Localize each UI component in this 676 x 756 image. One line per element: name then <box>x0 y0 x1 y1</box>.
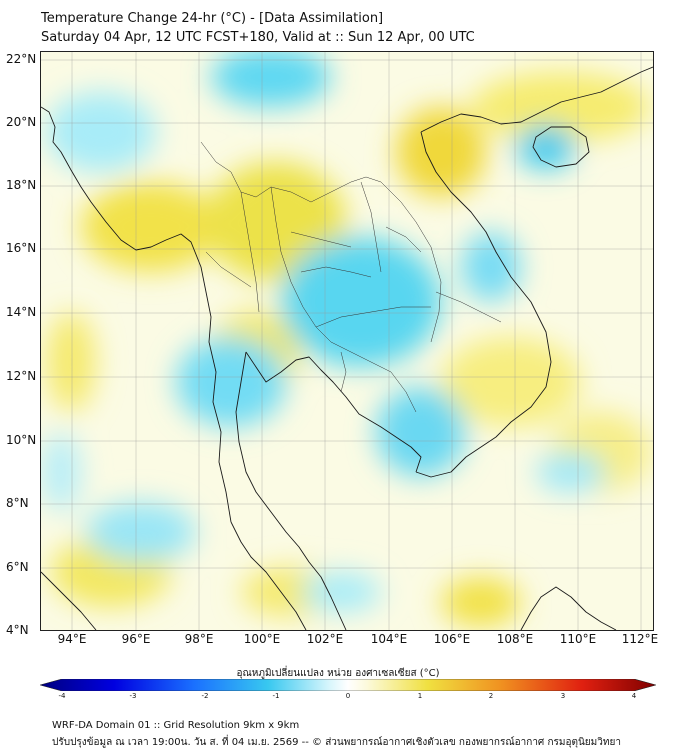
admin-borders <box>200 141 502 413</box>
colorbar-tick: -3 <box>129 692 137 700</box>
colorbar-tick: 1 <box>417 692 423 700</box>
lon-label: 100°E <box>243 632 281 646</box>
footer-credit: ปรับปรุงข้อมูล ณ เวลา 19:00น. วัน ส. ที่… <box>52 737 621 748</box>
lat-label: 14°N <box>6 305 37 319</box>
colorbar-tick: 2 <box>488 692 494 700</box>
footer-model-info: WRF-DA Domain 01 :: Grid Resolution 9km … <box>52 720 300 731</box>
graticule <box>41 52 653 630</box>
lat-label: 12°N <box>6 369 37 383</box>
lon-label: 96°E <box>121 632 151 646</box>
lat-label: 20°N <box>6 115 37 129</box>
map-canvas <box>41 52 653 630</box>
lat-label: 4°N <box>6 623 29 637</box>
colorbar-tick: -1 <box>272 692 280 700</box>
lat-label: 22°N <box>6 52 37 66</box>
colorbar <box>40 679 656 691</box>
temperature-change-map[interactable] <box>40 51 654 631</box>
colorbar-title: อุณหภูมิเปลี่ยนแปลง หน่วย องศาเซลเซียส (… <box>236 668 440 679</box>
colorbar-tick: 3 <box>560 692 566 700</box>
lat-label: 18°N <box>6 178 37 192</box>
map-subtitle: Saturday 04 Apr, 12 UTC FCST+180, Valid … <box>41 30 475 45</box>
lon-label: 110°E <box>559 632 597 646</box>
lat-label: 10°N <box>6 433 37 447</box>
lon-label: 106°E <box>433 632 471 646</box>
map-title: Temperature Change 24-hr (°C) - [Data As… <box>41 11 384 26</box>
colorbar-tick: -4 <box>58 692 66 700</box>
colorbar-tick: -2 <box>201 692 209 700</box>
lat-label: 8°N <box>6 496 29 510</box>
lon-label: 94°E <box>57 632 87 646</box>
lon-label: 108°E <box>496 632 534 646</box>
colorbar-tick: 0 <box>345 692 351 700</box>
lon-label: 104°E <box>370 632 408 646</box>
lon-label: 112°E <box>621 632 659 646</box>
colorbar-tick: 4 <box>631 692 637 700</box>
lon-label: 98°E <box>184 632 214 646</box>
lat-label: 16°N <box>6 241 37 255</box>
lon-label: 102°E <box>306 632 344 646</box>
lat-label: 6°N <box>6 560 29 574</box>
coastlines <box>41 66 653 630</box>
